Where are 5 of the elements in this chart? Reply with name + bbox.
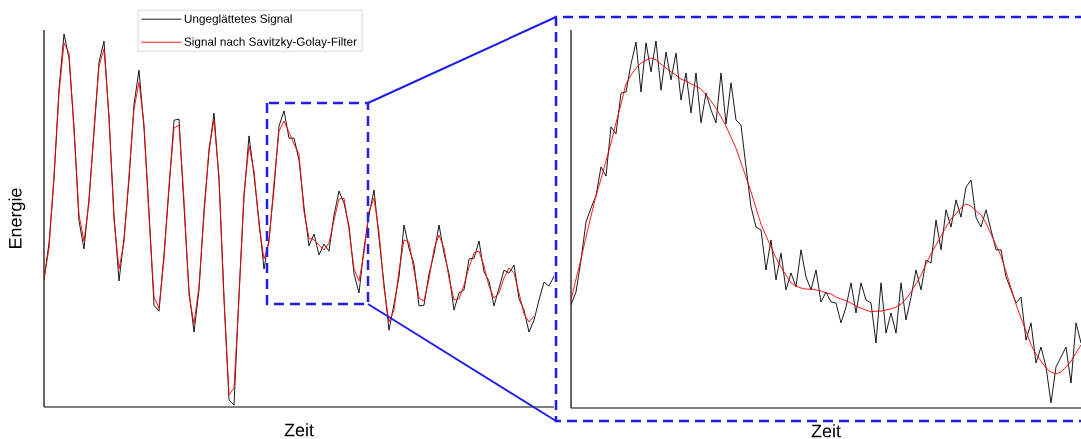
x-axis-title: Zeit <box>284 423 314 437</box>
x-axis-title: Zeit <box>811 424 841 438</box>
y-axis-title: Energie <box>8 188 26 248</box>
legend-label: Ungeglättetes Signal <box>184 14 292 26</box>
legend-label: Signal nach Savitzky-Golay-Filter <box>184 37 357 49</box>
